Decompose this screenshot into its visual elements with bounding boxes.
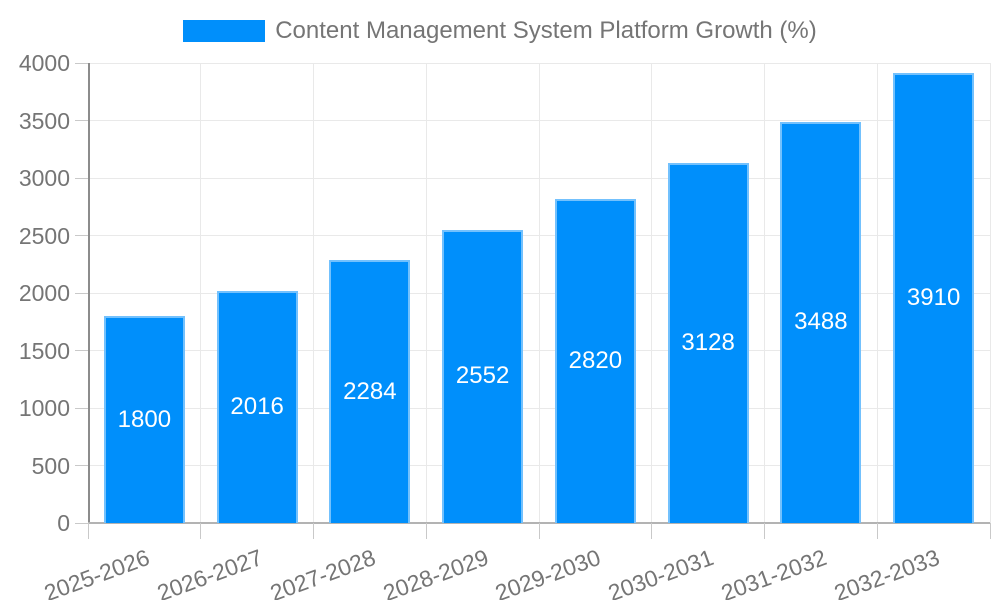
y-tick-label: 1000	[18, 395, 70, 421]
y-tick-label: 1500	[18, 337, 70, 364]
bar-2027-2028[interactable]	[329, 260, 411, 523]
x-axis-tick	[425, 523, 427, 539]
y-tick-label: 0	[57, 510, 70, 536]
bar-2026-2027[interactable]	[216, 291, 298, 523]
y-tick-label: 2500	[18, 222, 70, 249]
x-axis-tick	[989, 523, 991, 539]
v-gridline	[200, 63, 202, 523]
legend[interactable]: Content Management System Platform Growt…	[0, 18, 1000, 44]
x-axis-tick	[651, 523, 653, 539]
y-axis-tick	[75, 177, 88, 179]
bar-2025-2026[interactable]	[103, 316, 185, 523]
y-axis-tick	[75, 407, 88, 409]
x-axis-tick	[876, 523, 878, 539]
y-axis-tick	[75, 62, 88, 64]
y-axis-tick	[75, 235, 88, 236]
plot-area: 1800 2016 2284 2552 2820 3128 3488 3910	[88, 62, 991, 524]
y-tick-label: 2000	[18, 280, 70, 306]
v-gridline	[313, 63, 314, 523]
y-axis-tick	[75, 522, 88, 524]
y-axis-line	[88, 63, 90, 523]
bar-2030-2031[interactable]	[667, 163, 749, 523]
bar-2029-2030[interactable]	[554, 198, 636, 523]
y-tick-label: 500	[31, 452, 70, 479]
y-axis-tick	[75, 465, 88, 466]
bar-2032-2033[interactable]	[893, 73, 975, 523]
x-axis-tick	[200, 523, 202, 539]
v-gridline	[989, 63, 991, 523]
y-tick-label: 4000	[18, 50, 70, 76]
legend-marker-icon	[183, 20, 266, 42]
bar-2028-2029[interactable]	[442, 229, 524, 523]
v-gridline	[764, 63, 765, 523]
x-axis-tick	[538, 523, 540, 539]
y-tick-label: 3000	[18, 165, 70, 191]
v-gridline	[651, 63, 653, 523]
bar-2031-2032[interactable]	[780, 121, 862, 523]
legend-label: Content Management System Platform Growt…	[275, 17, 817, 44]
y-axis-tick	[75, 120, 88, 121]
y-axis-tick	[75, 350, 88, 351]
x-axis-tick	[764, 523, 765, 539]
y-axis-tick	[75, 292, 88, 294]
v-gridline	[538, 63, 540, 523]
x-axis-tick	[313, 523, 314, 539]
v-gridline	[876, 63, 878, 523]
v-gridline	[425, 63, 427, 523]
y-tick-label: 3500	[18, 107, 70, 134]
x-axis-tick	[87, 523, 89, 539]
